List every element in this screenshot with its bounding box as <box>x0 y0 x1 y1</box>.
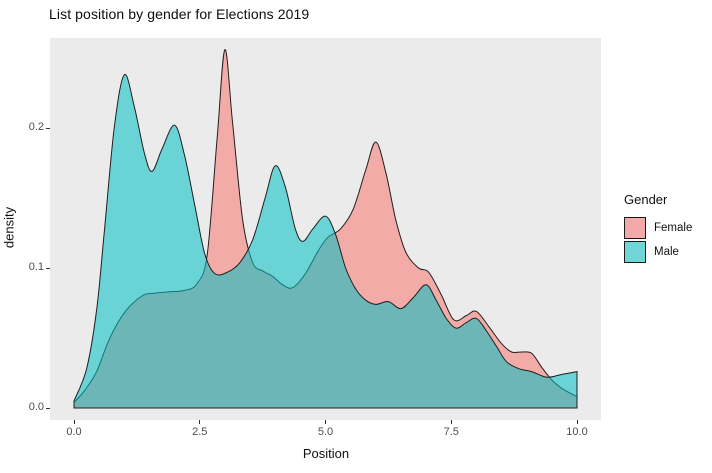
x-tick-mark <box>576 420 578 424</box>
female-swatch-icon <box>624 217 646 239</box>
male-swatch-icon <box>624 241 646 263</box>
legend-label: Male <box>654 246 679 258</box>
y-tick-mark <box>46 267 50 269</box>
legend-label: Female <box>654 222 693 234</box>
legend-title: Gender <box>624 192 668 207</box>
x-tick-mark <box>450 420 452 424</box>
x-tick-mark <box>199 420 201 424</box>
legend-key-female: Female <box>624 217 692 239</box>
x-tick-label: 2.5 <box>192 426 208 438</box>
x-tick-label: 5.0 <box>317 426 334 438</box>
x-tick-label: 10.0 <box>566 426 588 438</box>
x-tick-label: 0.0 <box>66 426 82 438</box>
chart-title: List position by gender for Elections 20… <box>49 6 310 22</box>
male-density-area <box>73 74 578 409</box>
y-tick-label: 0.1 <box>28 261 44 273</box>
x-tick-mark <box>325 420 326 424</box>
y-tick-label: 0.2 <box>28 121 44 133</box>
x-tick-mark <box>73 420 75 424</box>
legend-items: Female Male <box>624 217 692 263</box>
legend: Gender Female Male <box>624 192 692 265</box>
y-tick-mark <box>46 407 50 409</box>
legend-key-male: Male <box>624 241 692 263</box>
y-axis-title: density <box>1 206 17 249</box>
x-tick-label: 7.5 <box>443 426 459 438</box>
y-tick-mark <box>46 127 50 129</box>
x-axis-title: Position <box>302 446 350 461</box>
y-tick-label: 0.0 <box>28 401 44 413</box>
